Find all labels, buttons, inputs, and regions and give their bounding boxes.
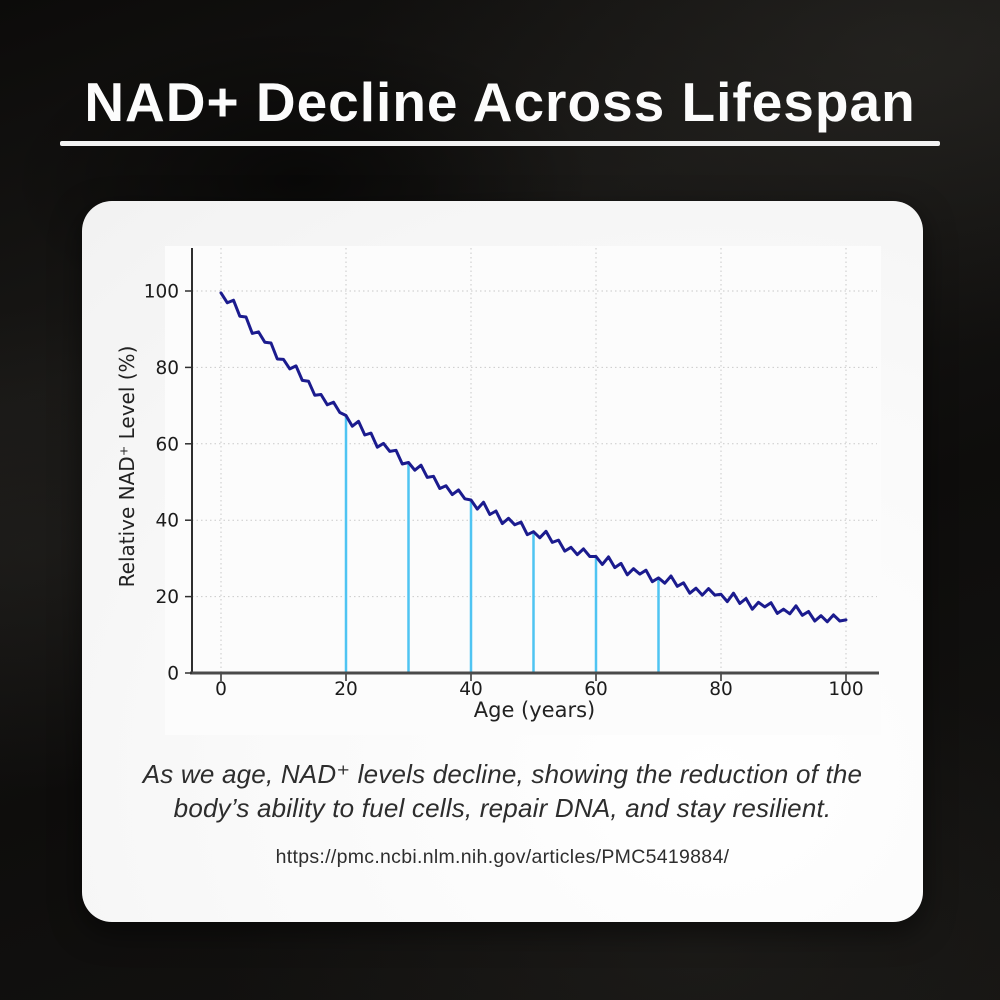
y-tick-label-20: 20 [155,587,179,608]
y-tick-label-40: 40 [155,511,179,532]
infographic-card: 0 20 40 60 80 100 0 20 40 60 80 100 Age (years) Relat… [82,201,923,922]
x-axis-label: Age (years) [474,698,595,722]
y-axis-label: Relative NAD⁺ Level (%) [115,346,139,588]
nad-decline-chart: 0 20 40 60 80 100 0 20 40 60 80 100 Age (years) Relat… [115,246,881,735]
plot-background [165,246,881,735]
caption-line-1: As we age, NAD⁺ levels decline, showing … [142,759,863,789]
chart-caption: As we age, NAD⁺ levels decline, showing … [102,757,903,825]
x-tick-label-40: 40 [459,679,483,700]
caption-line-2: body’s ability to fuel cells, repair DNA… [173,793,832,823]
y-tick-label-100: 100 [144,282,179,303]
x-tick-label-0: 0 [215,679,227,700]
y-tick-label-80: 80 [155,358,179,379]
x-tick-label-80: 80 [709,679,733,700]
x-tick-label-60: 60 [584,679,608,700]
y-tick-label-0: 0 [167,664,179,685]
y-tick-label-60: 60 [155,434,179,455]
page-title: NAD+ Decline Across Lifespan [84,71,916,133]
x-tick-label-20: 20 [334,679,358,700]
header: NAD+ Decline Across Lifespan [0,70,1000,134]
x-tick-label-100: 100 [828,679,863,700]
nad-level-line [219,291,848,624]
source-url: https://pmc.ncbi.nlm.nih.gov/articles/PM… [275,846,730,868]
title-underline [60,141,940,146]
